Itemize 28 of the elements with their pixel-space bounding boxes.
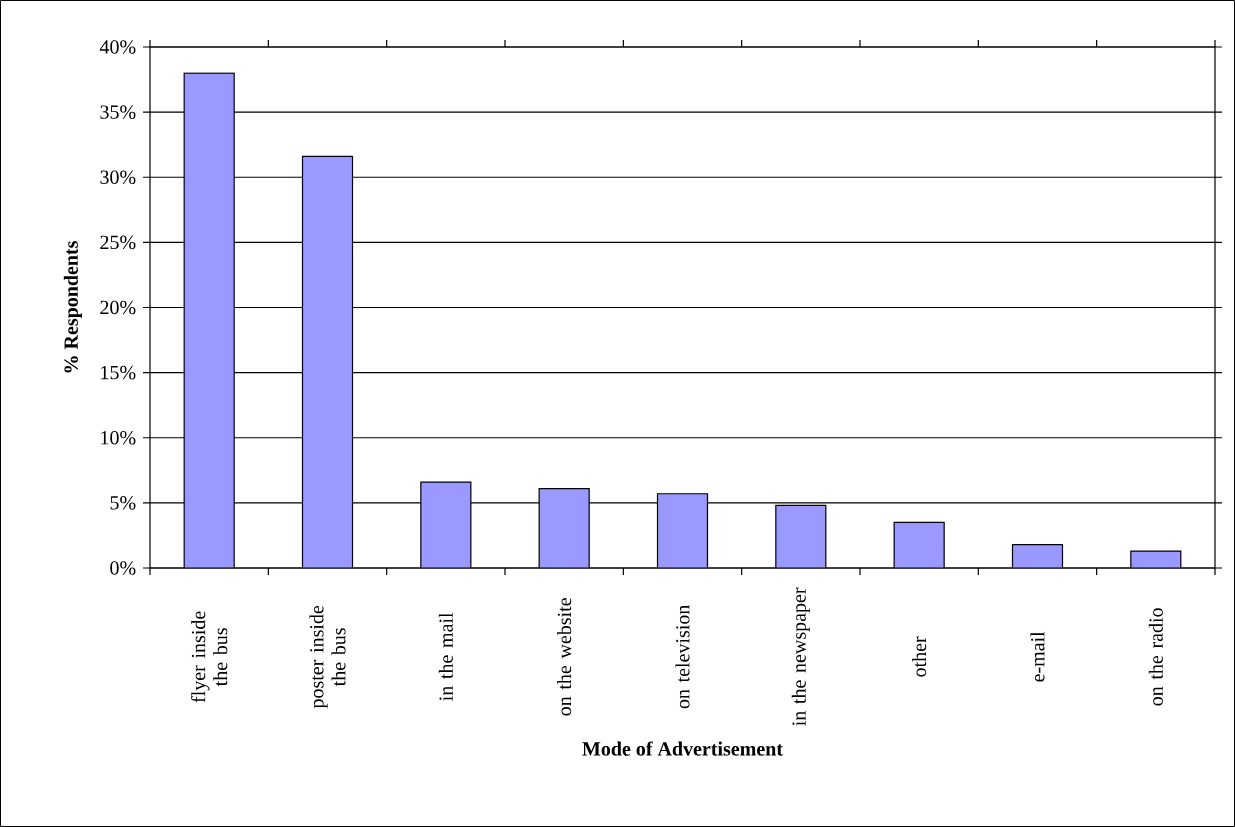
bar (893, 521, 945, 568)
bar (301, 155, 354, 568)
x-tick-label: in the mail (438, 612, 453, 701)
x-tick-label: flyer inside the bus (191, 611, 228, 703)
x-tick-label: on the website (557, 598, 572, 716)
x-tick-label: on television (675, 604, 690, 709)
y-tick-label: 25% (100, 235, 136, 250)
bar (420, 481, 472, 568)
bar (1011, 543, 1064, 568)
x-tick-label: in the newspaper (791, 587, 810, 726)
y-tick-label: 5% (110, 496, 136, 510)
x-axis-title: Mode of Advertisement (582, 741, 783, 756)
y-tick-label: 20% (100, 300, 136, 315)
x-tick-label: e-mail (1030, 631, 1045, 682)
y-tick-label: 10% (101, 430, 136, 445)
bar (775, 504, 827, 568)
bar (183, 72, 235, 568)
y-tick-label: 15% (101, 365, 136, 380)
y-tick-label: 35% (100, 105, 136, 119)
y-axis-title: % Respondents (63, 241, 82, 373)
y-tick-label: 0% (110, 561, 136, 575)
x-tick-label: poster inside the bus (309, 605, 346, 709)
x-tick-label: other (912, 636, 927, 677)
x-tick-label: on the radio (1148, 608, 1163, 706)
bar (656, 493, 709, 568)
y-tick-label: 40% (99, 40, 136, 54)
y-tick-label: 30% (100, 170, 136, 185)
bar (538, 487, 590, 568)
